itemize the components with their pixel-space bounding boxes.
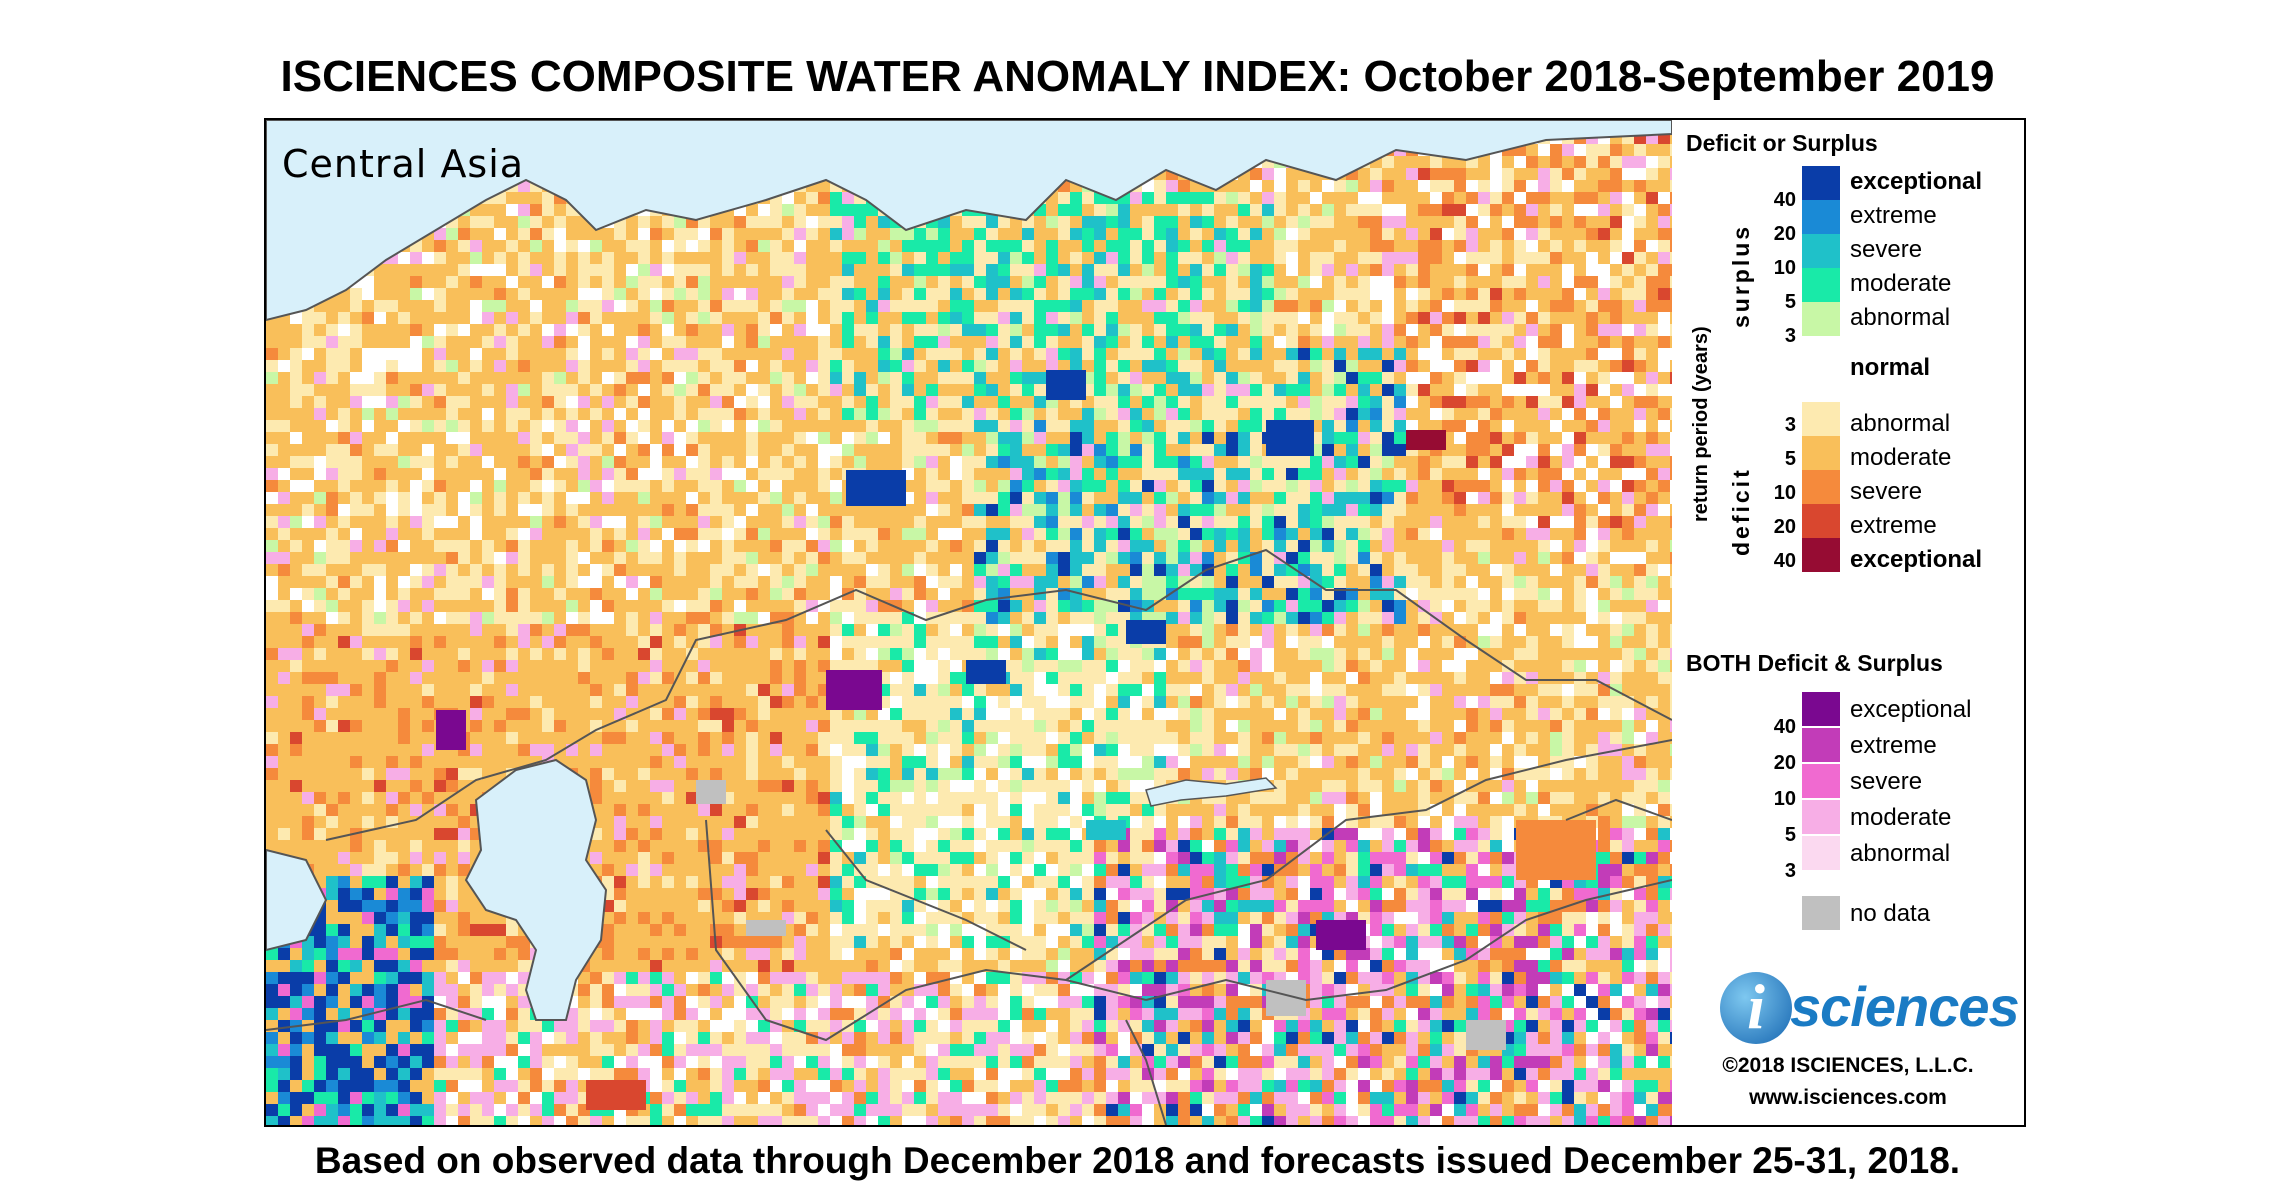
anomaly-map-canvas <box>266 120 1672 1125</box>
label-surplus-exceptional: exceptional <box>1850 168 1983 195</box>
map-frame: Central Asia Deficit or Surplus return p… <box>264 118 2026 1127</box>
tick-surplus-3: 3 <box>1784 325 1796 347</box>
label-both-severe: severe <box>1850 768 1923 795</box>
tick-surplus-5: 5 <box>1784 291 1796 313</box>
label-deficit-abnormal: abnormal <box>1850 410 1951 437</box>
legend-panel: Deficit or Surplus return period (years)… <box>1672 120 2024 1125</box>
tick-deficit-5: 5 <box>1784 448 1796 470</box>
arctic-ocean <box>266 120 1672 322</box>
tick-both-5: 5 <box>1784 824 1796 846</box>
label-surplus-severe: severe <box>1850 236 1923 263</box>
label-both-abnormal: abnormal <box>1850 840 1951 867</box>
swatch-both-abnormal <box>1802 836 1840 870</box>
lake-balkhash <box>1145 777 1278 807</box>
logo-i-icon: i <box>1720 972 1792 1044</box>
swatch-surplus-severe <box>1802 234 1840 268</box>
label-no-data: no data <box>1850 900 1931 927</box>
swatch-both-moderate <box>1802 800 1840 834</box>
tick-both-40: 40 <box>1773 716 1796 738</box>
swatch-deficit-extreme <box>1802 504 1840 538</box>
tick-surplus-40: 40 <box>1773 189 1796 211</box>
tick-surplus-10: 10 <box>1773 257 1796 279</box>
website-url: www.isciences.com <box>1749 1086 1947 1109</box>
map-subtitle: Based on observed data through December … <box>314 1140 1961 1181</box>
tick-both-10: 10 <box>1773 788 1796 810</box>
country-borders <box>266 548 1672 1125</box>
label-deficit-extreme: extreme <box>1850 512 1937 539</box>
region-label: Central Asia <box>282 142 525 186</box>
label-surplus-abnormal: abnormal <box>1850 304 1951 331</box>
swatch-no-data <box>1802 896 1840 930</box>
swatch-surplus-moderate <box>1802 268 1840 302</box>
label-deficit-moderate: moderate <box>1850 444 1952 471</box>
swatch-both-extreme <box>1802 728 1840 762</box>
legend-heading-both: BOTH Deficit & Surplus <box>1686 650 1943 676</box>
legend-axis-label: return period (years) <box>1690 326 1712 522</box>
swatch-deficit-exceptional <box>1802 538 1840 572</box>
swatch-both-exceptional <box>1802 692 1840 726</box>
tick-both-3: 3 <box>1784 860 1796 882</box>
label-both-moderate: moderate <box>1850 804 1952 831</box>
logo-text: sciences <box>1790 975 2020 1038</box>
tick-deficit-20: 20 <box>1773 516 1796 538</box>
swatch-surplus-exceptional <box>1802 166 1840 200</box>
label-surplus-moderate: moderate <box>1850 270 1952 297</box>
legend-heading-deficit-surplus: Deficit or Surplus <box>1686 130 1878 156</box>
swatch-normal <box>1802 336 1840 402</box>
label-deficit-exceptional: exceptional <box>1850 546 1983 573</box>
tick-deficit-10: 10 <box>1773 482 1796 504</box>
copyright: ©2018 ISCIENCES, L.L.C. <box>1722 1054 1974 1077</box>
tick-surplus-20: 20 <box>1773 223 1796 245</box>
tick-deficit-3: 3 <box>1784 414 1796 436</box>
caspian-sea <box>464 758 608 1021</box>
tick-both-20: 20 <box>1773 752 1796 774</box>
label-both-exceptional: exceptional <box>1850 696 1972 723</box>
swatch-surplus-abnormal <box>1802 302 1840 336</box>
swatch-both-severe <box>1802 764 1840 798</box>
legend-deficit-label: deficit <box>1728 467 1754 556</box>
swatch-deficit-abnormal <box>1802 402 1840 436</box>
label-deficit-severe: severe <box>1850 478 1923 505</box>
swatch-deficit-moderate <box>1802 436 1840 470</box>
map-title: ISCIENCES COMPOSITE WATER ANOMALY INDEX:… <box>280 52 1995 101</box>
swatch-surplus-extreme <box>1802 200 1840 234</box>
anomaly-map: Central Asia <box>266 120 1672 1125</box>
label-both-extreme: extreme <box>1850 732 1937 759</box>
label-normal: normal <box>1850 354 1931 381</box>
label-surplus-extreme: extreme <box>1850 202 1937 229</box>
tick-deficit-40: 40 <box>1773 550 1796 572</box>
isciences-logo: i sciences <box>1720 972 2020 1048</box>
legend-surplus-label: surplus <box>1728 223 1754 328</box>
swatch-deficit-severe <box>1802 470 1840 504</box>
black-sea <box>266 848 328 952</box>
